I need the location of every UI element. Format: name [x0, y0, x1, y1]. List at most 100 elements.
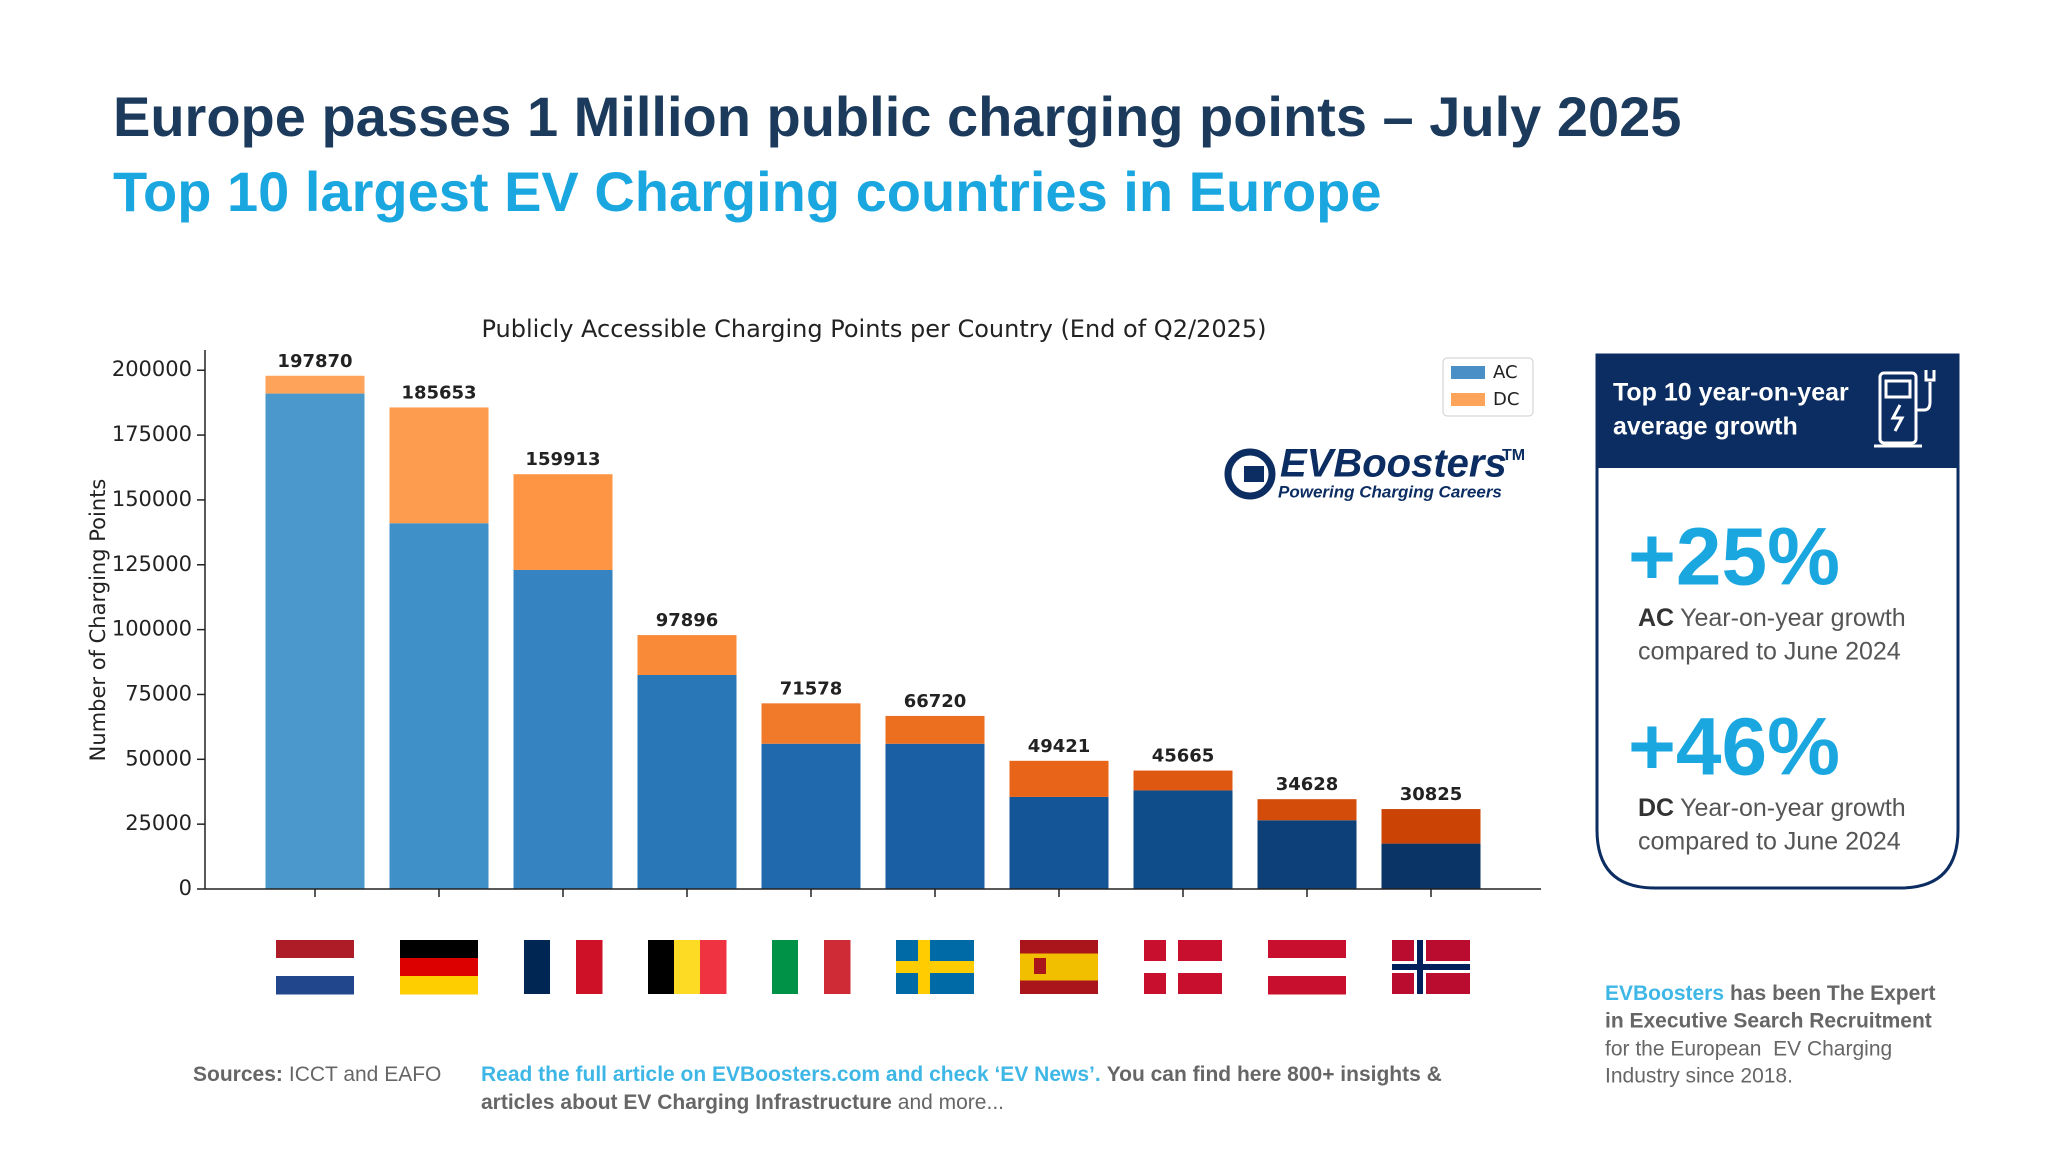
y-tick-label: 100000: [112, 617, 192, 641]
bar-segment: [265, 393, 365, 889]
total-label: 197870: [277, 351, 352, 372]
about-line: for the European EV Charging: [1605, 1038, 1892, 1061]
sources-text: ICCT and EAFO: [289, 1063, 442, 1086]
bar-segment: [1009, 760, 1109, 797]
growth-line: compared to June 2024: [1638, 638, 1901, 666]
bar-segment: [389, 523, 489, 889]
bar-segment: [885, 715, 985, 744]
about-line: EVBoosters has been The Expert: [1605, 982, 1935, 1005]
page-subtitle: Top 10 largest EV Charging countries in …: [113, 160, 1382, 223]
article-text: and more...: [898, 1091, 1004, 1114]
y-tick-label: 0: [179, 876, 192, 900]
flag-part: [1268, 940, 1346, 959]
growth-label: DC: [1638, 794, 1674, 822]
flag-part: [1020, 953, 1098, 981]
bar-segment: [513, 569, 613, 889]
logo-tagline: Powering Charging Careers: [1278, 482, 1502, 501]
article-text: articles about EV Charging Infrastructur…: [481, 1091, 892, 1114]
flag-part: [772, 940, 799, 994]
chart: Publicly Accessible Charging Points per …: [86, 315, 1541, 995]
total-label: 159913: [525, 449, 600, 470]
total-label: 34628: [1276, 774, 1339, 795]
logo-plug: [1244, 466, 1264, 482]
growth-line: Year-on-year growth: [1680, 794, 1906, 822]
article-link[interactable]: Read the full article on EVBoosters.com …: [481, 1063, 1101, 1086]
flag-part: [824, 940, 851, 994]
logo-name: EVBoosters: [1280, 442, 1507, 486]
bar-segment: [1133, 770, 1233, 791]
flag-part: [1144, 961, 1222, 973]
bar-segment: [1257, 820, 1357, 889]
about-brand: EVBoosters: [1605, 982, 1724, 1005]
bar-segment: [1381, 809, 1481, 844]
flag-part: [276, 940, 354, 959]
article-line: articles about EV Charging Infrastructur…: [481, 1091, 1004, 1114]
flag-part: [400, 958, 478, 977]
article-line: Read the full article on EVBoosters.com …: [481, 1063, 1442, 1086]
legend-label: AC: [1493, 362, 1518, 383]
panel-title: Top 10 year-on-year: [1613, 379, 1849, 407]
flag-part: [1392, 964, 1470, 970]
flag-part: [550, 940, 577, 994]
flag-part: [798, 940, 825, 994]
bar-segment: [1009, 796, 1109, 889]
growth-text: AC Year-on-year growth: [1638, 604, 1906, 632]
panel-title: average growth: [1613, 413, 1798, 441]
y-tick-label: 75000: [125, 681, 192, 705]
y-tick-label: 200000: [112, 357, 192, 381]
y-tick-label: 25000: [125, 811, 192, 835]
logo: EVBoosters TM Powering Charging Careers: [1224, 442, 1525, 501]
chart-title: Publicly Accessible Charging Points per …: [482, 315, 1267, 343]
flag-part: [896, 961, 974, 973]
sources: Sources: ICCT and EAFO: [193, 1063, 441, 1086]
flag-part: [276, 976, 354, 995]
y-axis-label: Number of Charging Points: [86, 479, 110, 762]
panel-frame: [1595, 353, 1960, 890]
flag-part: [524, 940, 551, 994]
total-label: 66720: [904, 691, 967, 712]
bar-segment: [761, 703, 861, 744]
legend-swatch: [1451, 366, 1485, 379]
growth-line: compared to June 2024: [1638, 828, 1901, 856]
charger-icon: [1874, 370, 1936, 448]
growth-line: Year-on-year growth: [1680, 604, 1906, 632]
total-label: 97896: [656, 610, 719, 631]
flag-part: [1034, 958, 1046, 974]
flag-part: [648, 940, 675, 994]
flag-part: [700, 940, 727, 994]
bar-segment: [513, 474, 613, 570]
y-tick-label: 175000: [112, 422, 192, 446]
growth-label: AC: [1638, 604, 1674, 632]
bar-segment: [637, 635, 737, 676]
bar-segment: [637, 675, 737, 889]
flag-part: [576, 940, 603, 994]
y-tick-label: 125000: [112, 552, 192, 576]
legend-swatch: [1451, 393, 1485, 406]
total-label: 30825: [1400, 784, 1463, 805]
total-label: 49421: [1028, 736, 1091, 757]
flag-part: [400, 940, 478, 959]
logo-mark: TM: [1502, 447, 1525, 464]
flag-part: [1268, 958, 1346, 977]
about-line: Industry since 2018.: [1605, 1065, 1793, 1088]
bar-segment: [1257, 799, 1357, 821]
bar-segment: [761, 743, 861, 889]
growth-panel: Top 10 year-on-year average growth +25% …: [1595, 353, 1960, 890]
flag-part: [1268, 976, 1346, 995]
flag-part: [400, 976, 478, 995]
y-tick-label: 150000: [112, 487, 192, 511]
total-label: 71578: [780, 678, 843, 699]
bar-segment: [1133, 790, 1233, 889]
total-label: 185653: [401, 382, 476, 403]
total-label: 45665: [1152, 746, 1215, 767]
growth-value: +46%: [1628, 702, 1840, 793]
footer: Sources: ICCT and EAFO Read the full arti…: [193, 982, 1935, 1114]
article-text: You can find here 800+ insights &: [1107, 1063, 1442, 1086]
about-text: has been The Expert: [1730, 982, 1935, 1005]
bar-segment: [1381, 843, 1481, 889]
flag-part: [674, 940, 701, 994]
logo-icon: [1224, 448, 1276, 500]
flag-part: [276, 958, 354, 977]
sources-label: Sources:: [193, 1063, 283, 1086]
